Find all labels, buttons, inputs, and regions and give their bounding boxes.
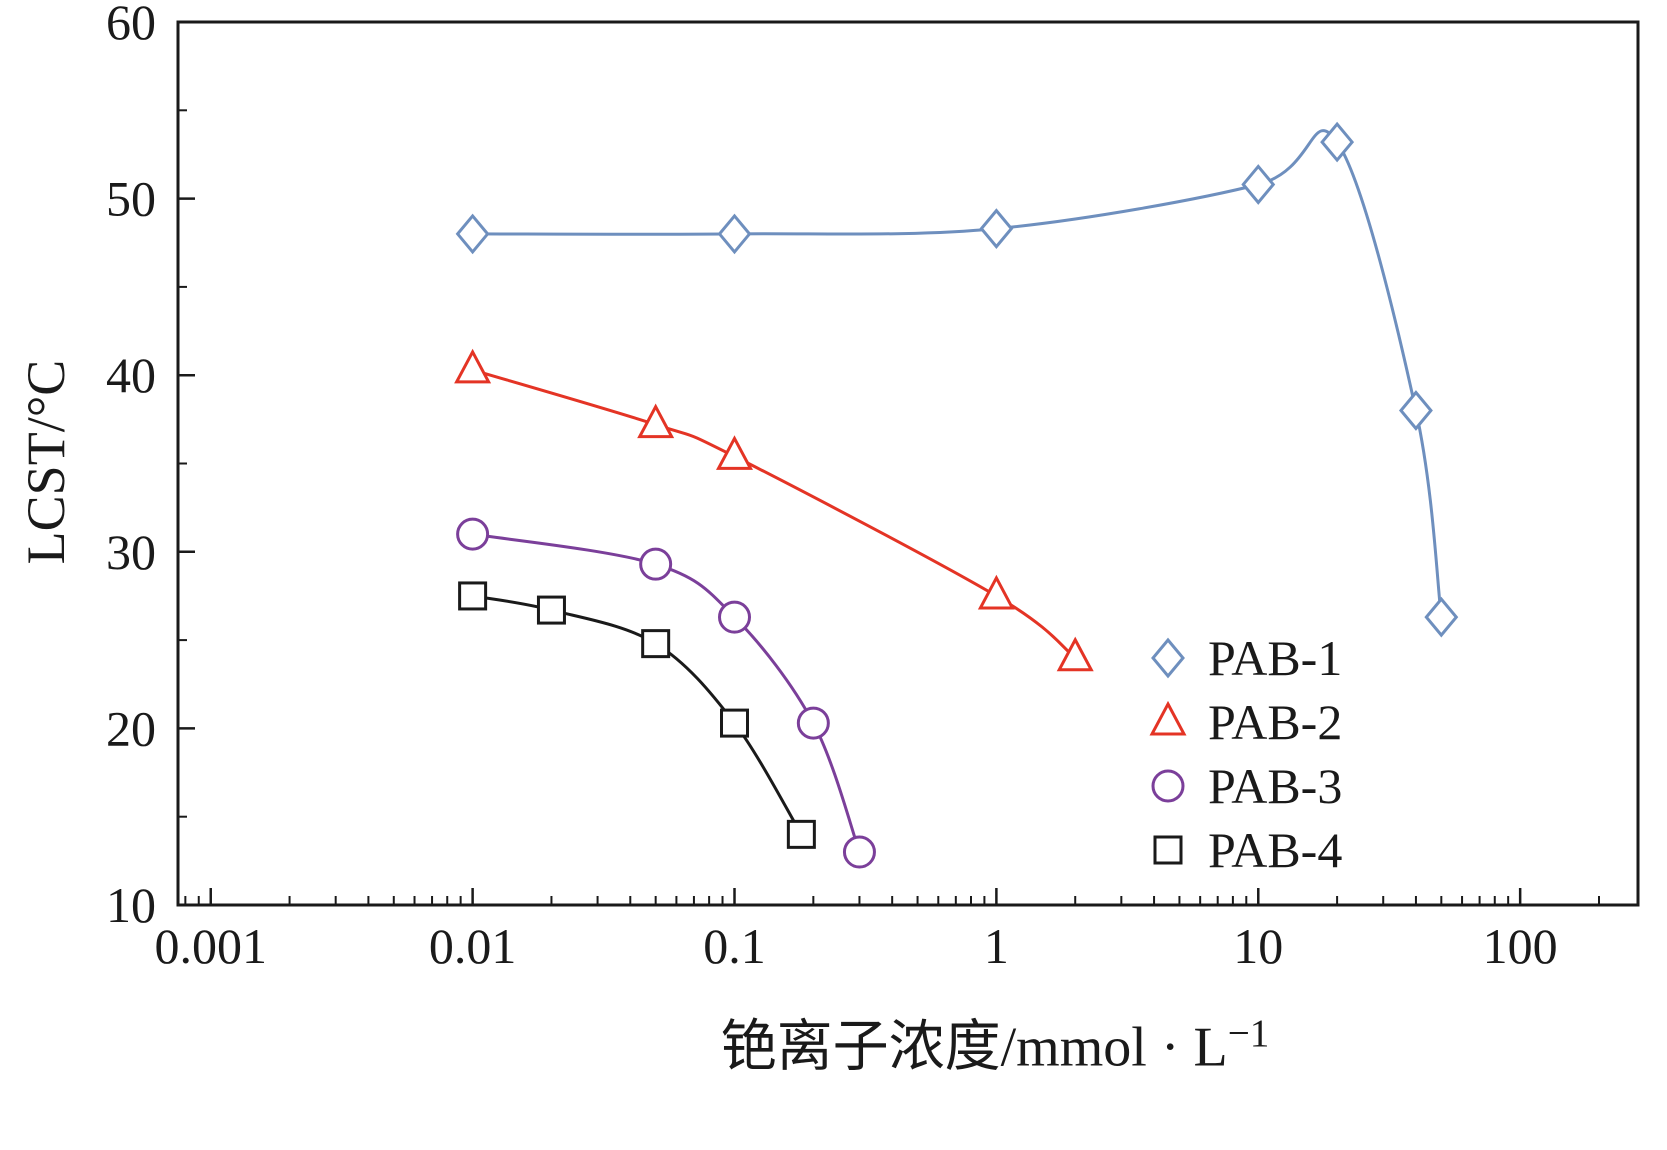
x-axis-title-sup: −1 [1227,1011,1270,1055]
diamond-marker-pab-1 [1241,164,1276,205]
diamond-marker-pab-1 [1320,121,1355,163]
circle-marker-pab-3 [796,706,830,740]
legend-label-pab-1: PAB-1 [1208,630,1342,686]
circle-marker-legend-pab-3 [1151,769,1185,803]
x-tick-label: 0.001 [154,918,267,974]
triangle-marker-legend-pab-2 [1149,700,1187,736]
diamond-marker-pab-1 [717,213,752,255]
legend-label-pab-2: PAB-2 [1208,694,1342,750]
x-tick-label: 1 [984,918,1009,974]
series-line-pab-1 [472,129,1443,618]
triangle-marker-pab-2 [716,435,754,470]
circle-marker-pab-3 [456,517,490,551]
circle-marker-pab-3 [718,600,752,634]
y-tick-label: 30 [106,524,156,580]
y-tick-label: 50 [106,171,156,227]
diamond-marker-pab-1 [455,213,490,255]
plot-frame [176,20,1640,907]
x-tick-label: 0.01 [429,918,517,974]
y-tick-label: 20 [106,700,156,756]
square-marker-pab-4 [536,595,566,625]
triangle-marker-pab-2 [454,348,492,384]
series-line-pab-3 [472,532,861,853]
y-tick-label: 10 [106,877,156,933]
x-axis-title: 铯离子浓度/mmol · L−1 [721,1002,1270,1083]
series-line-pab-4 [472,594,803,836]
triangle-marker-pab-2 [1056,636,1094,672]
circle-marker-pab-3 [842,835,876,869]
square-marker-pab-4 [458,581,488,611]
x-axis-title-text: 铯离子浓度/mmol · L [720,1016,1228,1079]
y-tick-label: 40 [106,347,156,403]
diamond-marker-pab-1 [979,208,1014,249]
triangle-marker-pab-2 [977,574,1015,610]
diamond-marker-legend-pab-1 [1151,637,1185,679]
square-marker-pab-4 [720,708,750,738]
legend-label-pab-4: PAB-4 [1208,822,1342,878]
square-marker-legend-pab-4 [1153,835,1183,865]
circle-marker-pab-3 [639,547,673,581]
legend-label-pab-3: PAB-3 [1208,758,1342,814]
triangle-marker-pab-2 [637,403,675,439]
diamond-marker-pab-1 [1424,596,1459,638]
square-marker-pab-4 [641,629,671,659]
x-tick-label: 0.1 [703,918,766,974]
y-tick-label: 60 [106,0,156,50]
x-tick-label: 10 [1233,918,1283,974]
diamond-marker-pab-1 [1398,390,1433,431]
x-tick-label: 100 [1483,918,1558,974]
square-marker-pab-4 [786,819,816,849]
y-axis-title: LCST/°C [16,359,76,565]
